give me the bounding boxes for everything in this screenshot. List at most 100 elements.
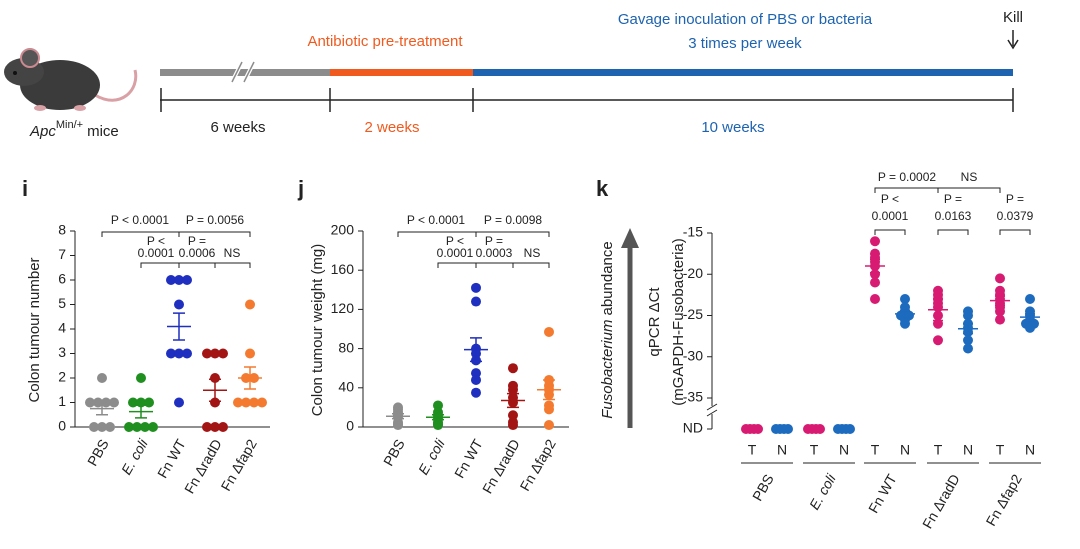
data-point — [995, 273, 1005, 284]
x-tick-label: E. coli — [806, 471, 839, 513]
panel-label: j — [297, 176, 304, 201]
data-point — [174, 348, 184, 359]
comparison-bracket — [512, 262, 550, 268]
error-bar — [392, 413, 404, 420]
group-label: T — [871, 442, 880, 458]
group-label: N — [963, 442, 973, 458]
comparison-bracket — [999, 229, 1031, 235]
data-point — [166, 275, 176, 285]
p-value: P = — [188, 234, 206, 248]
data-point — [544, 404, 554, 415]
data-point — [963, 310, 973, 321]
kill: Kill — [1003, 9, 1023, 26]
data-point — [174, 275, 184, 285]
side-label-part: Fusobacterium — [599, 320, 616, 419]
comparison-bracket — [937, 229, 969, 235]
data-point — [257, 397, 267, 408]
p-value: P = 0.0002 — [878, 170, 936, 184]
x-tick-label: Fn ΔradD — [479, 436, 523, 496]
data-point — [471, 282, 481, 293]
y-tick-label: 200 — [331, 222, 355, 238]
error-bar — [432, 414, 444, 421]
data-point — [433, 400, 443, 411]
p-value: P < — [147, 234, 165, 248]
comparison-bracket — [937, 187, 1001, 193]
x-tick-label: PBS — [84, 436, 112, 468]
p-value: 0.0379 — [997, 209, 1034, 223]
data-point — [870, 294, 880, 304]
phase1: Antibiotic pre-treatment — [307, 33, 463, 50]
x-tick-label: PBS — [380, 436, 408, 468]
p-value: NS — [524, 246, 541, 260]
bar-gray — [160, 69, 330, 76]
y-tick-label: 80 — [338, 339, 354, 355]
data-point — [109, 397, 119, 408]
data-point — [900, 318, 910, 329]
group-label: N — [1025, 442, 1035, 458]
data-point — [132, 422, 142, 432]
group-label: T — [934, 442, 943, 458]
data-point — [174, 299, 184, 310]
p-value: P < — [446, 234, 464, 248]
bar-orange — [330, 69, 473, 76]
data-point — [933, 335, 943, 346]
error-bar — [933, 298, 943, 322]
p-value: P < 0.0001 — [111, 213, 169, 227]
comparison-bracket — [178, 231, 251, 237]
data-point — [202, 348, 212, 359]
y-tick-label: 40 — [338, 379, 354, 395]
y-tick-label: 4 — [58, 320, 66, 336]
y-tick-label: ND — [683, 420, 703, 436]
error-bar — [470, 337, 482, 363]
data-point — [144, 397, 154, 408]
data-point — [963, 335, 973, 346]
error-bar — [963, 323, 973, 335]
data-point — [136, 373, 146, 383]
data-point — [140, 422, 150, 432]
y-tick-label: 3 — [58, 344, 66, 360]
error-bar — [543, 379, 555, 401]
data-point — [182, 275, 192, 285]
y-axis-label: Colon tumour number — [26, 257, 43, 402]
data-point — [210, 397, 220, 408]
x-tick-label: E. coli — [415, 436, 448, 478]
data-point — [105, 422, 115, 432]
y-axis-label: (mGAPDH-Fusobacteria) — [670, 238, 687, 406]
data-point — [218, 422, 228, 432]
error-bar — [995, 295, 1005, 306]
error-bar — [870, 258, 880, 274]
y-tick-label: 8 — [58, 222, 66, 238]
y-tick-label: 0 — [58, 418, 66, 434]
p-value: 0.0001 — [138, 246, 175, 260]
comparison-bracket — [437, 262, 477, 268]
genotype: Min/+ — [56, 119, 83, 131]
timeline-axis — [160, 30, 1019, 112]
error-bar — [900, 309, 910, 318]
y-tick-label: 160 — [331, 261, 355, 277]
x-tick-label: E. coli — [118, 436, 151, 478]
y-tick-label: -35 — [683, 389, 703, 405]
data-point — [1025, 322, 1035, 333]
data-point — [210, 373, 220, 383]
data-point — [471, 296, 481, 307]
y-tick-label: -20 — [683, 265, 703, 281]
p-value: 0.0163 — [935, 209, 972, 223]
data-point — [245, 348, 255, 359]
y-axis-label: qPCR ΔCt — [646, 287, 663, 357]
data-point — [1025, 294, 1035, 304]
error-bar — [173, 312, 185, 341]
comparison-bracket — [397, 231, 477, 237]
p-value: P = — [485, 234, 503, 248]
data-point — [783, 424, 793, 434]
side-label: Fusobacterium abundance — [599, 241, 616, 418]
comparison-bracket — [178, 262, 216, 268]
x-tick-label: PBS — [749, 471, 777, 503]
x-tick-label: Fn WT — [154, 436, 189, 481]
p-value: 0.0003 — [476, 246, 513, 260]
group-label: T — [810, 442, 819, 458]
group-label: T — [996, 442, 1005, 458]
data-point — [85, 397, 95, 408]
p-value: NS — [224, 246, 241, 260]
y-tick-label: -30 — [683, 347, 703, 363]
